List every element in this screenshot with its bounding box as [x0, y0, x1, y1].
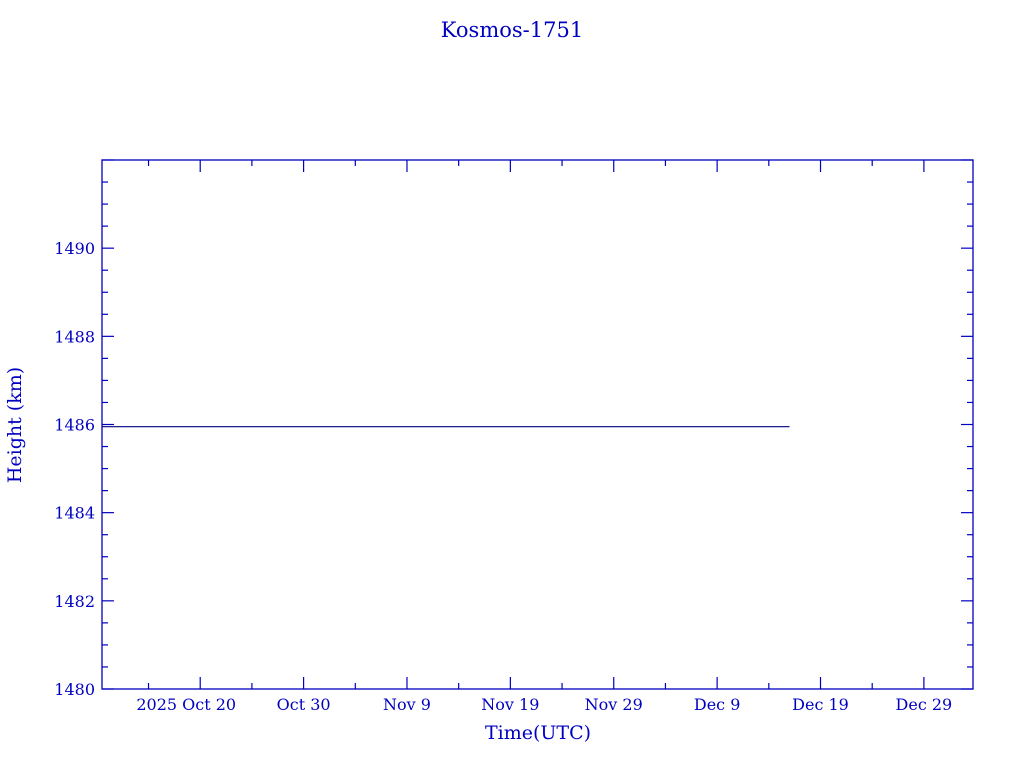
y-axis-label: Height (km)	[4, 367, 26, 483]
tick-labels: 1480 1482 1484 1486 1488 1490 2025 Oct 20 Oct 3…	[54, 239, 952, 714]
x-tick-label: Dec 9	[694, 695, 741, 714]
x-tick-label: Dec 29	[896, 695, 953, 714]
y-tick-label: 1482	[54, 592, 95, 611]
plot-frame	[101, 159, 974, 690]
x-tick-label: 2025 Oct 20	[136, 695, 236, 714]
y-tick-label: 1486	[54, 416, 95, 435]
x-tick-label: Nov 9	[383, 695, 431, 714]
x-tick-label: Oct 30	[277, 695, 331, 714]
y-tick-label: 1490	[54, 239, 95, 258]
x-axis-label: Time(UTC)	[485, 722, 591, 744]
x-tick-label: Nov 29	[585, 695, 643, 714]
x-tick-label: Nov 19	[481, 695, 539, 714]
y-tick-label: 1488	[54, 327, 95, 346]
x-tick-label: Dec 19	[792, 695, 849, 714]
y-tick-label: 1484	[54, 504, 95, 523]
y-tick-label: 1480	[54, 680, 95, 699]
axes	[101, 159, 974, 690]
chart-title: Kosmos-1751	[441, 18, 583, 42]
